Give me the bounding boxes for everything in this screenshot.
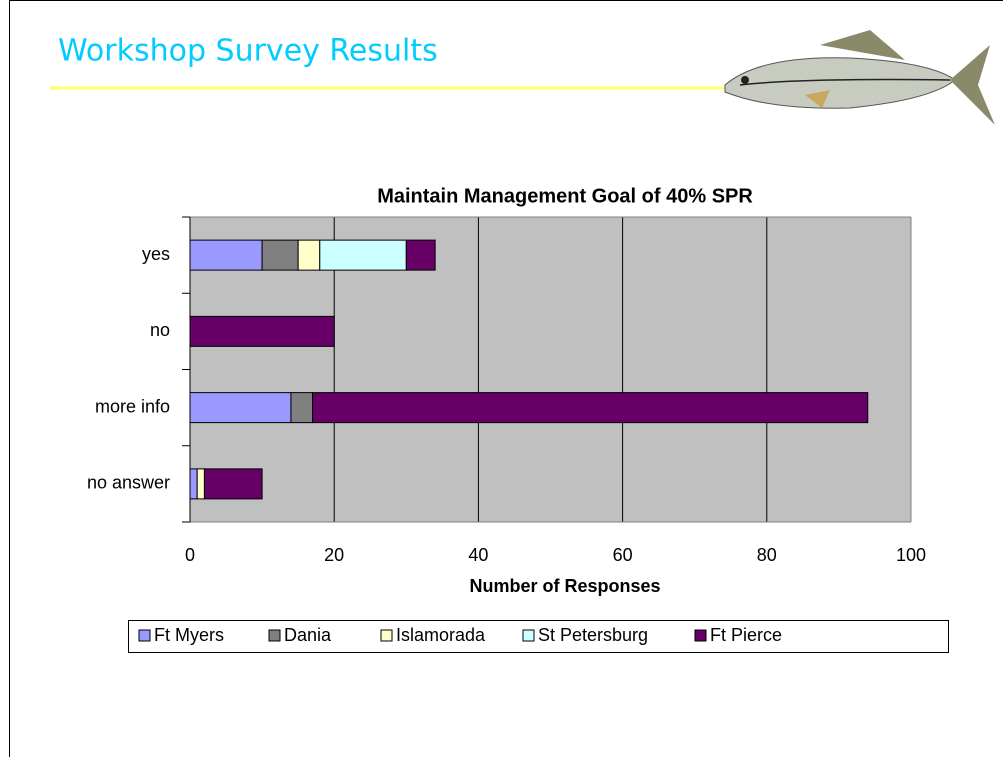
legend bbox=[128, 620, 949, 653]
y-tick-label: no answer bbox=[87, 473, 170, 493]
plot bbox=[189, 217, 869, 522]
x-tick-label: 40 bbox=[468, 545, 488, 565]
bar-segment bbox=[297, 239, 321, 271]
legend-swatch bbox=[694, 629, 707, 642]
legend-label: Ft Myers bbox=[154, 625, 224, 645]
legend-label: St Petersburg bbox=[538, 625, 648, 645]
bar-segment bbox=[189, 315, 335, 347]
bar-segment bbox=[405, 239, 436, 271]
slide-title: Workshop Survey Results bbox=[58, 34, 438, 69]
legend-swatch bbox=[138, 629, 151, 642]
x-tick-label: 20 bbox=[324, 545, 344, 565]
bar-segment bbox=[290, 392, 314, 424]
y-tick-label: more info bbox=[95, 396, 170, 416]
legend-label: Islamorada bbox=[396, 625, 486, 645]
bar-segment bbox=[312, 392, 869, 424]
x-tick-label: 0 bbox=[185, 545, 195, 565]
legend-label: Ft Pierce bbox=[710, 625, 782, 645]
x-axis-label: Number of Responses bbox=[469, 576, 660, 596]
bar-segment bbox=[261, 239, 299, 271]
legend-swatch bbox=[268, 629, 281, 642]
x-tick-label: 100 bbox=[896, 545, 926, 565]
bar-segment bbox=[189, 392, 292, 424]
y-tick-label: yes bbox=[142, 244, 170, 264]
x-tick-label: 60 bbox=[613, 545, 633, 565]
x-tick-label: 80 bbox=[757, 545, 777, 565]
y-tick-label: no bbox=[150, 320, 170, 340]
chart-title: Maintain Management Goal of 40% SPR bbox=[377, 185, 753, 207]
legend-swatch bbox=[380, 629, 393, 642]
legend-swatch bbox=[522, 629, 535, 642]
bar-segment bbox=[203, 468, 263, 500]
legend-label: Dania bbox=[284, 625, 332, 645]
bar-segment bbox=[196, 468, 205, 500]
bar-segment bbox=[319, 239, 407, 271]
fish-illustration bbox=[724, 30, 995, 125]
bar-segment bbox=[189, 468, 198, 500]
bar-segment bbox=[189, 239, 263, 271]
